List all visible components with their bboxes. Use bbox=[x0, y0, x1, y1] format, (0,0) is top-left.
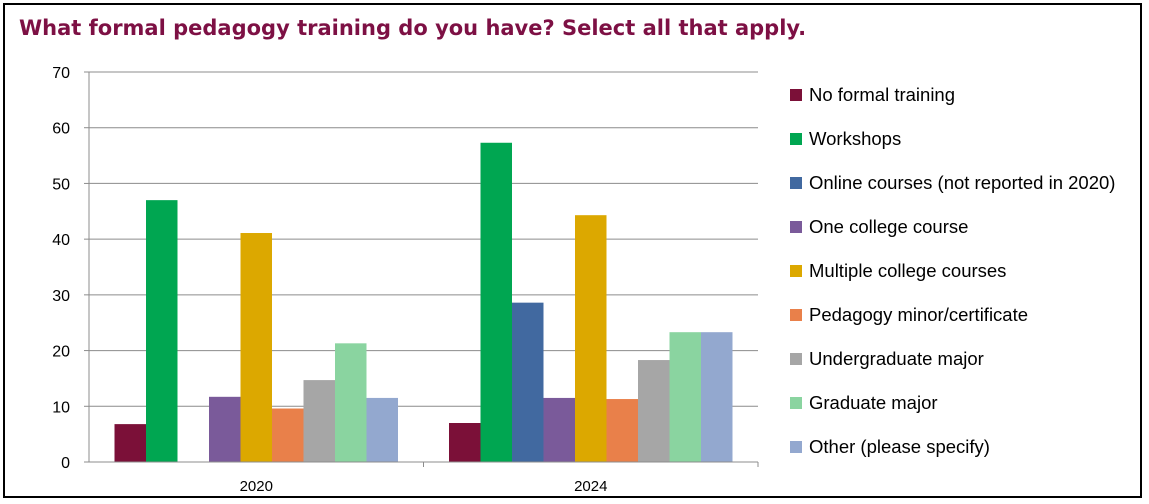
legend-swatch bbox=[790, 353, 802, 365]
bar bbox=[701, 332, 733, 462]
y-axis-ticks: 0 10 20 30 40 50 60 70 bbox=[52, 65, 89, 472]
legend-label: No formal training bbox=[809, 84, 956, 105]
legend-item: No formal training bbox=[790, 80, 955, 110]
legend-swatch bbox=[790, 89, 802, 101]
legend-swatch bbox=[790, 265, 802, 277]
legend-swatch bbox=[790, 221, 802, 233]
x-axis-labels: 2020 2024 bbox=[240, 478, 608, 495]
legend-label: Pedagogy minor/certificate bbox=[809, 304, 1029, 325]
legend-item: Other (please specify) bbox=[790, 432, 990, 462]
bar bbox=[638, 360, 670, 462]
bar bbox=[272, 408, 304, 462]
bar bbox=[512, 302, 544, 462]
bar bbox=[114, 424, 146, 462]
legend-swatch bbox=[790, 177, 802, 189]
legend-item: Online courses (not reported in 2020) bbox=[790, 168, 1115, 198]
legend-item: Undergraduate major bbox=[790, 344, 984, 374]
y-tick-label: 30 bbox=[52, 288, 70, 305]
legend-swatch bbox=[790, 309, 802, 321]
y-tick-label: 50 bbox=[52, 176, 70, 193]
x-tick-label: 2024 bbox=[574, 478, 607, 495]
legend-label: Undergraduate major bbox=[809, 348, 984, 369]
legend-item: Graduate major bbox=[790, 388, 938, 418]
legend-swatch bbox=[790, 397, 802, 409]
bar bbox=[366, 397, 398, 462]
x-tick-label: 2020 bbox=[240, 478, 273, 495]
bar bbox=[575, 215, 607, 462]
y-tick-label: 40 bbox=[52, 232, 70, 249]
bar bbox=[335, 343, 367, 462]
chart-title: What formal pedagogy training do you hav… bbox=[19, 16, 807, 40]
y-tick-label: 10 bbox=[52, 399, 70, 416]
bar bbox=[240, 233, 272, 462]
bar bbox=[449, 423, 481, 462]
legend-item: Workshops bbox=[790, 124, 901, 154]
bar bbox=[303, 380, 335, 462]
legend-label: Other (please specify) bbox=[809, 436, 990, 457]
bar bbox=[209, 396, 241, 462]
axes bbox=[88, 72, 759, 467]
legend-item: Multiple college courses bbox=[790, 256, 1006, 286]
bar bbox=[669, 332, 701, 462]
y-tick-label: 70 bbox=[52, 65, 70, 82]
legend-item: Pedagogy minor/certificate bbox=[790, 300, 1028, 330]
bar bbox=[480, 142, 512, 462]
legend-label: Workshops bbox=[809, 128, 902, 149]
bar bbox=[606, 399, 638, 462]
legend-label: One college course bbox=[809, 216, 969, 237]
bars bbox=[114, 142, 733, 462]
y-tick-label: 0 bbox=[61, 455, 70, 472]
legend-label: Multiple college courses bbox=[809, 260, 1007, 281]
y-tick-label: 60 bbox=[52, 121, 70, 138]
legend-label: Graduate major bbox=[809, 392, 938, 413]
y-tick-label: 20 bbox=[52, 344, 70, 361]
gridlines bbox=[89, 71, 758, 407]
legend-swatch bbox=[790, 133, 802, 145]
legend-label: Online courses (not reported in 2020) bbox=[809, 172, 1116, 193]
bar bbox=[146, 200, 178, 462]
legend-swatch bbox=[790, 441, 802, 453]
bar bbox=[543, 397, 575, 462]
legend-item: One college course bbox=[790, 212, 968, 242]
